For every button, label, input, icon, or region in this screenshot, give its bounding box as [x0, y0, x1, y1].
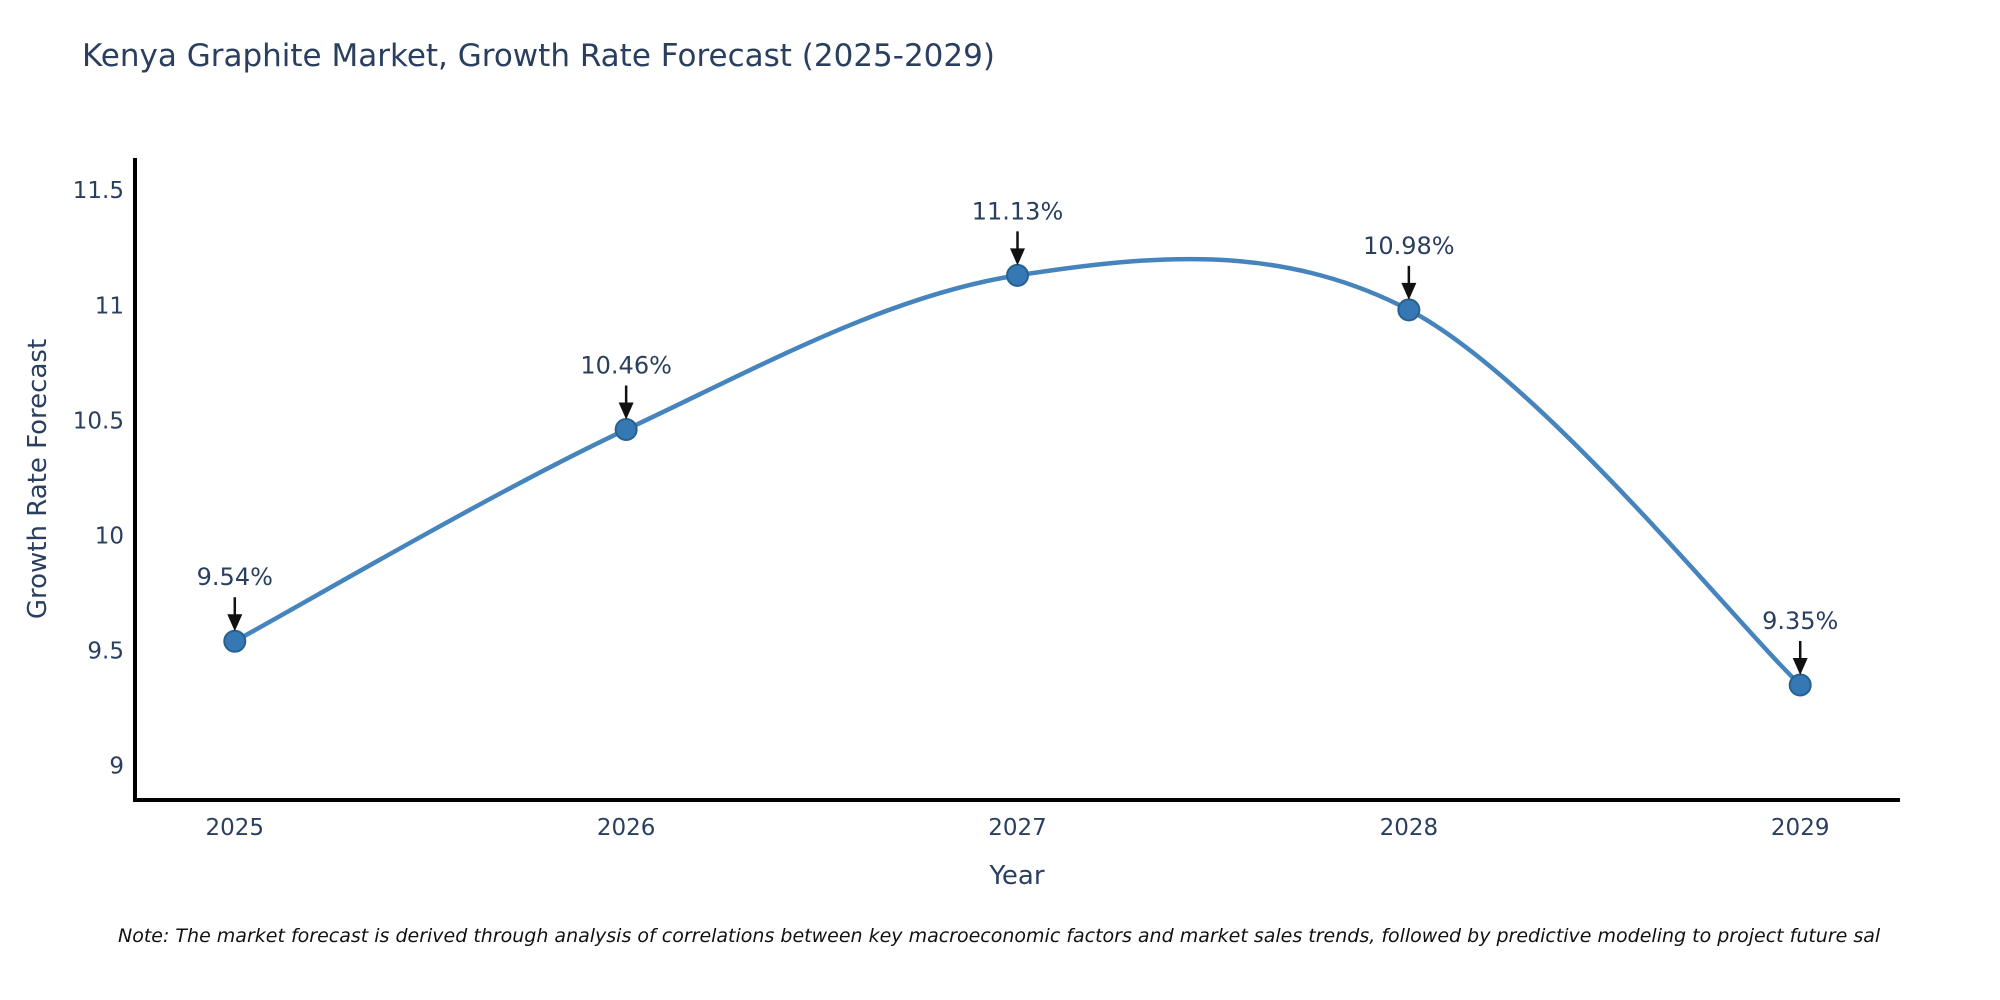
annotation-arrowhead	[227, 614, 243, 632]
x-tick-label: 2028	[1380, 815, 1439, 841]
annotation-arrowhead	[1792, 657, 1808, 675]
footnote: Note: The market forecast is derived thr…	[118, 925, 1881, 947]
x-tick-label: 2029	[1771, 815, 1830, 841]
y-tick-label: 9	[109, 753, 124, 779]
chart-title: Kenya Graphite Market, Growth Rate Forec…	[82, 38, 995, 74]
x-axis-tick-labels: 2025 2026 2027 2028 2029	[206, 815, 1830, 841]
x-tick-label: 2027	[988, 815, 1047, 841]
data-point-marker[interactable]	[1788, 673, 1812, 697]
x-axis-title: Year	[988, 861, 1044, 891]
forecast-line-series	[223, 256, 1812, 697]
y-tick-label: 11	[95, 293, 124, 319]
annotation-arrowhead	[618, 402, 634, 420]
x-tick-label: 2025	[206, 815, 265, 841]
y-tick-label: 10	[95, 523, 124, 549]
point-value-label: 9.54%	[197, 563, 273, 591]
annotation-arrowhead	[1401, 282, 1417, 300]
y-axis-tick-labels: 11.5 11 10.5 10 9.5 9	[73, 178, 124, 779]
point-value-label: 9.35%	[1762, 607, 1838, 635]
y-axis-title: Growth Rate Forecast	[23, 339, 53, 619]
y-tick-label: 10.5	[73, 408, 124, 434]
y-tick-label: 9.5	[87, 638, 124, 664]
forecast-line	[232, 256, 1803, 688]
point-value-label: 10.46%	[580, 352, 672, 380]
y-tick-label: 11.5	[73, 178, 124, 204]
data-point-marker[interactable]	[1006, 263, 1029, 287]
data-point-marker[interactable]	[223, 629, 247, 653]
point-value-label: 10.98%	[1363, 232, 1455, 260]
point-value-label: 11.13%	[972, 197, 1064, 225]
data-point-marker[interactable]	[614, 418, 638, 442]
x-tick-label: 2026	[597, 815, 656, 841]
annotation-arrowhead	[1010, 248, 1025, 266]
point-annotations: 9.54% 10.46% 11.13% 10.98% 9.35%	[197, 197, 1838, 675]
data-point-marker[interactable]	[1397, 298, 1421, 322]
